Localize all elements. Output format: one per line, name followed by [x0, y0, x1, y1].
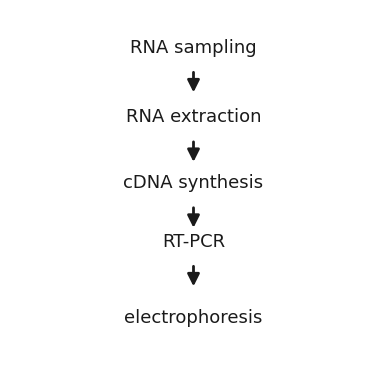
- Text: cDNA synthesis: cDNA synthesis: [123, 174, 264, 192]
- Text: RNA sampling: RNA sampling: [130, 38, 257, 57]
- Text: RT-PCR: RT-PCR: [162, 232, 225, 251]
- Text: RNA extraction: RNA extraction: [126, 108, 261, 126]
- Text: electrophoresis: electrophoresis: [124, 309, 263, 328]
